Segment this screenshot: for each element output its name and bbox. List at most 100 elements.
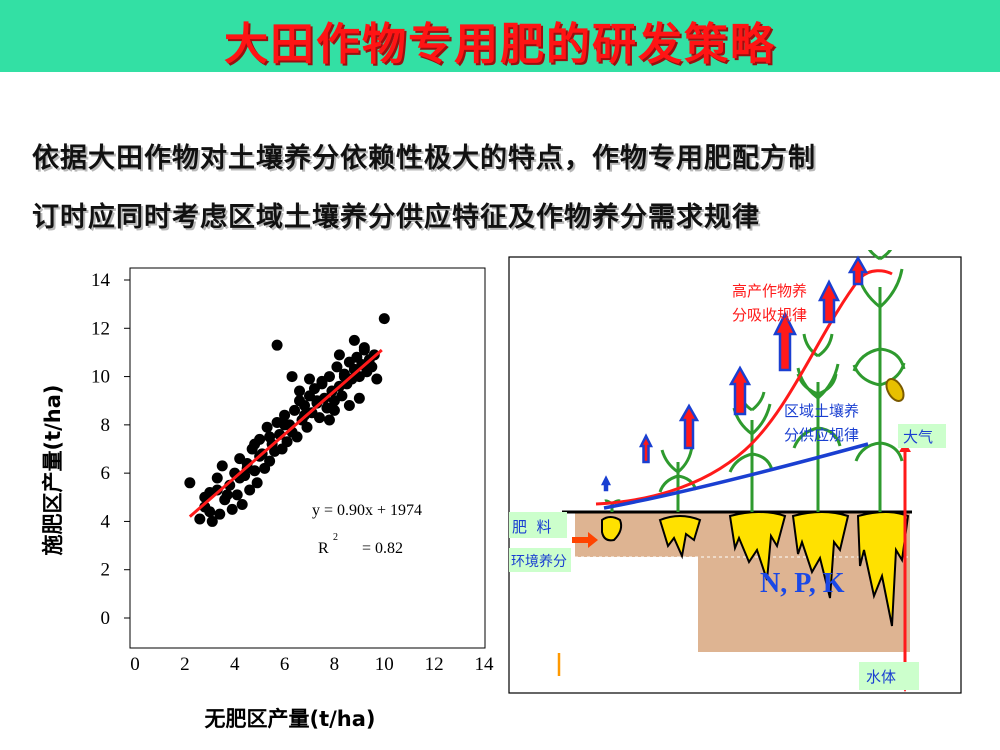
scatter-point xyxy=(204,506,216,518)
x-tick-label: 0 xyxy=(130,654,140,675)
y-tick-label: 0 xyxy=(101,608,111,629)
scatter-point xyxy=(279,409,291,421)
scatter-point xyxy=(323,414,335,426)
r2-superscript: 2 xyxy=(333,532,338,543)
scatter-point xyxy=(343,400,355,412)
arrow-up-2 xyxy=(638,433,654,464)
plant-2 xyxy=(658,445,698,512)
scatter-point xyxy=(211,472,223,484)
scatter-point xyxy=(236,499,248,511)
scatter-point xyxy=(231,489,243,501)
scatter-point xyxy=(264,431,276,443)
scatter-point xyxy=(289,404,301,416)
scatter-point xyxy=(271,339,283,351)
scatter-point xyxy=(221,489,233,501)
x-tick-label: 12 xyxy=(425,654,444,675)
root-4 xyxy=(791,511,850,599)
scatter-point xyxy=(348,334,360,346)
x-axis-label: 无肥区产量(t/ha) xyxy=(204,707,375,731)
plant-5 xyxy=(852,250,906,512)
root-1 xyxy=(601,516,623,542)
scatter-point xyxy=(214,508,226,520)
regression-line xyxy=(188,348,383,518)
intro-line-2: 订时应同时考虑区域土壤养分供应特征及作物养分需求规律 xyxy=(32,202,760,233)
scatter-point xyxy=(313,412,325,424)
scatter-point xyxy=(301,421,313,433)
root-5 xyxy=(856,511,910,627)
arrow-up-4 xyxy=(728,365,752,416)
env-nutrient-label-bg xyxy=(509,548,571,572)
supply-label-2: 分供应规律 xyxy=(784,426,859,444)
scatter-point xyxy=(291,431,303,443)
atmosphere-label-bg xyxy=(898,424,946,448)
slide-title: 大田作物专用肥的研发策略 xyxy=(224,19,776,70)
y-tick-label: 8 xyxy=(101,415,111,436)
absorption-curve xyxy=(595,269,893,506)
supply-curve xyxy=(603,442,869,510)
env-nutrient-label: 环境养分 xyxy=(511,554,567,570)
scatter-point xyxy=(286,371,298,383)
yield-scatter-chart: 0 2 4 6 8 10 12 14 0 2 4 6 8 10 12 14 y = 0.90x + 1974… xyxy=(41,267,495,731)
fertilizer-label-bg xyxy=(509,512,567,538)
arrow-up-3 xyxy=(678,403,700,450)
npk-label: N, P, K xyxy=(760,568,845,599)
y-tick-label: 14 xyxy=(91,270,111,291)
y-tick-label: 4 xyxy=(101,511,111,532)
y-tick-label: 12 xyxy=(91,318,110,339)
arrow-up-7 xyxy=(847,255,869,286)
arrow-up-6 xyxy=(817,279,841,324)
scatter-point xyxy=(366,361,378,373)
scatter-point xyxy=(251,477,263,489)
scatter-point xyxy=(261,421,273,433)
nutrient-cycle-diagram: 高产作物养 分吸收规律 区域土壤养 分供应规律 大气 肥 料 环境养分 N, P… xyxy=(508,250,962,694)
intro-line-1: 依据大田作物对土壤养分依赖性极大的特点，作物专用肥配方制 xyxy=(32,143,816,174)
plot-area xyxy=(129,267,486,649)
absorb-label-1: 高产作物养 xyxy=(732,282,807,300)
scatter-point xyxy=(184,477,196,489)
absorb-label-2: 分吸收规律 xyxy=(732,306,807,324)
scatter-point xyxy=(264,455,276,467)
scatter-point xyxy=(336,390,348,402)
arrow-up-1 xyxy=(600,475,612,492)
scatter-point xyxy=(226,503,238,515)
root-2 xyxy=(658,515,702,560)
scatter-point xyxy=(316,378,328,390)
uptake-arrows xyxy=(600,255,869,492)
scatter-point xyxy=(244,484,256,496)
scatter-point xyxy=(353,392,365,404)
scatter-point xyxy=(333,349,345,361)
x-tick-label: 2 xyxy=(180,654,190,675)
y-axis-label: 施肥区产量(t/ha) xyxy=(41,384,65,555)
x-tick-label: 10 xyxy=(375,654,394,675)
scatter-point xyxy=(294,385,306,397)
atmosphere-label: 大气 xyxy=(903,428,933,446)
scatter-point xyxy=(194,513,206,525)
x-tick-label: 6 xyxy=(280,654,290,675)
y-tick-label: 2 xyxy=(101,560,111,581)
scatter-point xyxy=(323,371,335,383)
plant-roots xyxy=(601,511,910,627)
regression-equation: y = 0.90x + 1974 xyxy=(312,502,422,519)
scatter-point xyxy=(304,373,315,385)
arrow-up-5 xyxy=(772,311,798,372)
scatter-point xyxy=(331,361,343,373)
scatter-point xyxy=(299,400,311,412)
root-3 xyxy=(728,511,787,581)
scatter-point xyxy=(206,515,218,527)
scatter-point xyxy=(279,419,291,431)
x-tick-label: 8 xyxy=(330,654,340,675)
r2-value: = 0.82 xyxy=(362,540,403,557)
y-tick-label: 10 xyxy=(91,367,110,388)
plant-4 xyxy=(792,333,842,512)
x-tick-label: 4 xyxy=(230,654,240,675)
x-tick-label: 14 xyxy=(475,654,495,675)
y-tick-label: 6 xyxy=(101,463,111,484)
scatter-point xyxy=(216,460,228,472)
water-label: 水体 xyxy=(866,668,896,686)
fertilizer-arrow xyxy=(572,532,598,548)
scatter-point xyxy=(371,373,383,385)
scatter-point xyxy=(281,436,293,448)
water-label-bg xyxy=(859,662,919,690)
supply-label-1: 区域土壤养 xyxy=(784,402,859,420)
scatter-point xyxy=(378,313,390,325)
